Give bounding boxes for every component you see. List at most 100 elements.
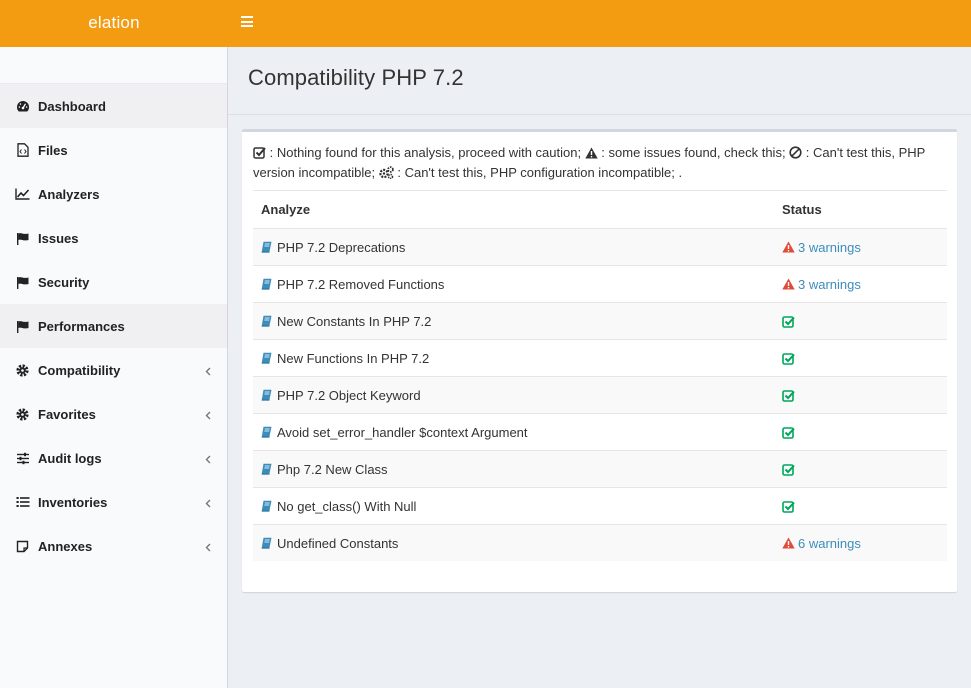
gear-icon <box>15 363 30 378</box>
table-row: New Constants In PHP 7.2 <box>253 302 947 339</box>
table-header-row: Analyze Status <box>253 191 947 228</box>
table-row: Php 7.2 New Class <box>253 450 947 487</box>
status-legend: : Nothing found for this analysis, proce… <box>253 143 943 183</box>
check-square-icon <box>253 145 266 160</box>
file-code-icon <box>15 143 30 158</box>
warnings-link[interactable]: 6 warnings <box>798 535 861 551</box>
line-chart-icon <box>15 187 30 202</box>
legend-config-text: : Can't test this, PHP configuration inc… <box>393 165 683 180</box>
table-body: PHP 7.2 Deprecations 3 warnings PHP 7.2 Re… <box>253 228 947 561</box>
ban-icon <box>789 145 802 160</box>
sidebar-item-label: Files <box>38 142 68 158</box>
sidebar-item-inventories[interactable]: Inventories <box>0 480 227 524</box>
book-icon[interactable] <box>261 463 272 475</box>
table-row: Undefined Constants 6 warnings <box>253 524 947 561</box>
analysis-name: New Functions In PHP 7.2 <box>277 350 430 366</box>
warning-icon <box>782 537 795 549</box>
column-header-analyze: Analyze <box>261 202 311 217</box>
sidebar-item-issues[interactable]: Issues <box>0 216 227 260</box>
page-title: Compatibility PHP 7.2 <box>248 65 464 90</box>
flag-icon <box>15 275 30 290</box>
sidebar-item-label: Compatibility <box>38 362 121 378</box>
analysis-name: PHP 7.2 Deprecations <box>277 239 406 255</box>
analyze-cell: PHP 7.2 Deprecations <box>253 240 774 255</box>
sidebar-item-performances[interactable]: Performances <box>0 304 227 348</box>
cogs-icon <box>379 165 394 180</box>
analyze-cell: New Functions In PHP 7.2 <box>253 351 774 366</box>
book-icon[interactable] <box>261 389 272 401</box>
check-square-icon <box>782 463 795 476</box>
sidebar-menu: Dashboard Files Analyzers Issues Security Per… <box>0 84 227 568</box>
analyze-cell: Avoid set_error_handler $context Argumen… <box>253 425 774 440</box>
app-logo[interactable]: elation <box>88 13 140 32</box>
legend-ban-text: : Can't test this, PHP version incompati… <box>253 145 926 180</box>
status-cell <box>774 352 947 365</box>
check-square-icon <box>782 500 795 513</box>
sidebar-item-annexes[interactable]: Annexes <box>0 524 227 568</box>
sidebar-item-label: Inventories <box>38 494 108 510</box>
sidebar-item-analyzers[interactable]: Analyzers <box>0 172 227 216</box>
warning-icon <box>782 278 795 290</box>
column-header-status: Status <box>782 202 822 217</box>
table-row: Avoid set_error_handler $context Argumen… <box>253 413 947 450</box>
sticky-note-icon <box>15 539 30 554</box>
chevron-left-icon[interactable] <box>205 408 211 420</box>
sidebar-item-dashboard[interactable]: Dashboard <box>0 84 227 128</box>
book-icon[interactable] <box>261 537 272 549</box>
status-cell: 3 warnings <box>774 277 947 292</box>
chevron-left-icon[interactable] <box>205 452 211 464</box>
book-icon[interactable] <box>261 241 272 253</box>
warnings-link[interactable]: 3 warnings <box>798 239 861 255</box>
analyze-cell: Undefined Constants <box>253 536 774 551</box>
legend-ok-text: : Nothing found for this analysis, proce… <box>266 145 585 160</box>
chevron-left-icon[interactable] <box>205 540 211 552</box>
book-icon[interactable] <box>261 315 272 327</box>
sidebar-item-favorites[interactable]: Favorites <box>0 392 227 436</box>
top-navbar: elation <box>0 0 971 47</box>
book-icon[interactable] <box>261 278 272 290</box>
sidebar-item-audit-logs[interactable]: Audit logs <box>0 436 227 480</box>
sidebar-item-label: Performances <box>38 318 125 334</box>
status-cell <box>774 389 947 402</box>
table-row: PHP 7.2 Removed Functions 3 warnings <box>253 265 947 302</box>
sidebar-item-security[interactable]: Security <box>0 260 227 304</box>
analyze-cell: PHP 7.2 Object Keyword <box>253 388 774 403</box>
sidebar-item-label: Annexes <box>38 538 93 554</box>
sidebar-header <box>0 47 227 84</box>
book-icon[interactable] <box>261 500 272 512</box>
analysis-name: No get_class() With Null <box>277 498 417 514</box>
book-icon[interactable] <box>261 352 272 364</box>
analysis-name: Avoid set_error_handler $context Argumen… <box>277 424 528 440</box>
legend-warning-text: : some issues found, check this; <box>597 145 790 160</box>
flag-icon <box>15 231 30 246</box>
analyze-cell: Php 7.2 New Class <box>253 462 774 477</box>
list-icon <box>15 495 30 510</box>
analyze-cell: No get_class() With Null <box>253 499 774 514</box>
check-square-icon <box>782 426 795 439</box>
sliders-icon <box>15 451 30 466</box>
analysis-name: Undefined Constants <box>277 535 399 551</box>
table-row: New Functions In PHP 7.2 <box>253 339 947 376</box>
check-square-icon <box>782 389 795 402</box>
chevron-left-icon[interactable] <box>205 364 211 376</box>
main-content: Compatibility PHP 7.2 : Nothing found fo… <box>228 47 971 688</box>
sidebar-item-label: Security <box>38 274 90 290</box>
status-cell <box>774 426 947 439</box>
analysis-name: New Constants In PHP 7.2 <box>277 313 432 329</box>
status-cell: 3 warnings <box>774 240 947 255</box>
chevron-left-icon[interactable] <box>205 496 211 508</box>
book-icon[interactable] <box>261 426 272 438</box>
sidebar-toggle-icon[interactable] <box>241 16 253 28</box>
table-row: PHP 7.2 Object Keyword <box>253 376 947 413</box>
analyze-cell: PHP 7.2 Removed Functions <box>253 277 774 292</box>
status-cell <box>774 500 947 513</box>
sidebar-item-label: Issues <box>38 230 79 246</box>
sidebar-item-files[interactable]: Files <box>0 128 227 172</box>
warnings-link[interactable]: 3 warnings <box>798 276 861 292</box>
table-row: No get_class() With Null <box>253 487 947 524</box>
sidebar-item-compatibility[interactable]: Compatibility <box>0 348 227 392</box>
status-cell: 6 warnings <box>774 536 947 551</box>
analysis-name: PHP 7.2 Removed Functions <box>277 276 445 292</box>
status-cell <box>774 315 947 328</box>
gear-icon <box>15 407 30 422</box>
